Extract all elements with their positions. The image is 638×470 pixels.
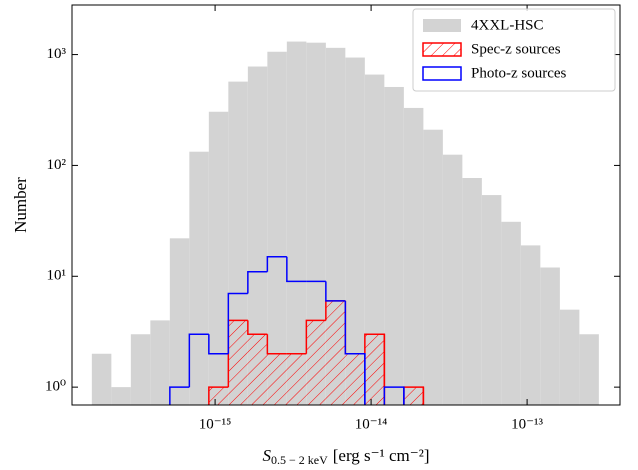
histogram-bar xyxy=(403,107,424,406)
x-axis-label: S0.5 − 2 keV [erg s⁻¹ cm⁻²] xyxy=(262,446,429,467)
plot-frame xyxy=(71,4,621,406)
histogram-bar-hatch xyxy=(208,387,229,405)
legend-swatch xyxy=(422,42,462,57)
histogram-bar xyxy=(345,57,365,405)
legend-swatch xyxy=(423,19,461,32)
histogram-bar-hatch xyxy=(345,353,365,405)
x-tick-label: 10⁻¹⁵ xyxy=(199,416,232,432)
x-tick-label: 10⁻¹⁴ xyxy=(355,416,388,432)
histogram-bar xyxy=(364,74,385,406)
legend-label: Spec-z sources xyxy=(471,41,561,57)
x-label-subscript: 0.5 − 2 keV xyxy=(271,453,328,467)
legend-label: Photo-z sources xyxy=(471,65,567,81)
histogram-bar xyxy=(501,221,521,405)
histogram-bar-hatch xyxy=(286,353,307,405)
histogram-bar xyxy=(462,178,482,405)
histogram-bar xyxy=(189,151,209,405)
histogram-step xyxy=(188,333,209,388)
histogram-bar xyxy=(520,245,541,405)
histogram-step xyxy=(247,270,268,294)
histogram-step xyxy=(325,281,346,302)
histogram-bar xyxy=(306,42,326,405)
y-tick-label: 10³ xyxy=(47,46,67,62)
y-tick-label: 10² xyxy=(47,157,67,173)
histogram-bar xyxy=(540,267,560,405)
histogram-bar xyxy=(442,154,463,405)
y-tick-label: 10¹ xyxy=(47,268,67,284)
histogram-step xyxy=(247,320,268,335)
histogram-bar xyxy=(384,86,404,406)
histogram-bar xyxy=(169,238,190,405)
y-axis-label: Number xyxy=(11,177,30,233)
histogram-bar xyxy=(247,66,268,405)
histogram-bar xyxy=(91,353,112,405)
histogram-bar-hatch xyxy=(364,334,385,405)
plot-area: 10⁰ 10¹ 10² 10³ 10⁻¹⁵ 10⁻¹⁴ 10⁻¹³ 4XXL-HSC Spec-… xyxy=(45,4,621,432)
histogram-bar xyxy=(208,111,229,405)
legend-label: 4XXL-HSC xyxy=(471,17,544,33)
histogram-step xyxy=(305,319,326,354)
legend-box xyxy=(412,8,616,92)
histogram-bar xyxy=(481,195,502,405)
histogram-bar xyxy=(423,129,443,405)
histogram-bar-hatch xyxy=(228,320,248,405)
legend-swatch xyxy=(422,66,462,81)
x-label-units: [erg s⁻¹ cm⁻²] xyxy=(333,446,430,465)
histogram-bar xyxy=(267,51,287,406)
histogram-step xyxy=(266,334,287,355)
histogram-bar xyxy=(579,334,599,405)
histogram-bar-hatch xyxy=(306,320,326,405)
histogram-step xyxy=(266,256,287,272)
legend: 4XXL-HSC Spec-z sources Photo-z sources xyxy=(412,8,616,92)
y-tick-label: 10⁰ xyxy=(45,379,66,395)
histogram-step xyxy=(286,256,307,283)
histogram-step xyxy=(169,386,190,405)
x-tick-label: 10⁻¹³ xyxy=(511,416,543,432)
histogram-bar xyxy=(150,320,170,405)
histogram-bar-hatch xyxy=(403,387,424,405)
histogram-bar xyxy=(111,387,131,405)
histogram-bar xyxy=(130,334,151,405)
histogram-bar-hatch xyxy=(247,334,268,405)
histogram-bar xyxy=(286,41,307,406)
histogram-step xyxy=(208,334,229,355)
histogram-step xyxy=(208,386,229,405)
histogram-bar-hatch xyxy=(267,353,287,405)
histogram-step xyxy=(227,292,248,354)
x-label-symbol: S xyxy=(262,446,271,465)
histogram-bar-hatch xyxy=(325,300,346,405)
histogram-bar xyxy=(559,309,580,405)
